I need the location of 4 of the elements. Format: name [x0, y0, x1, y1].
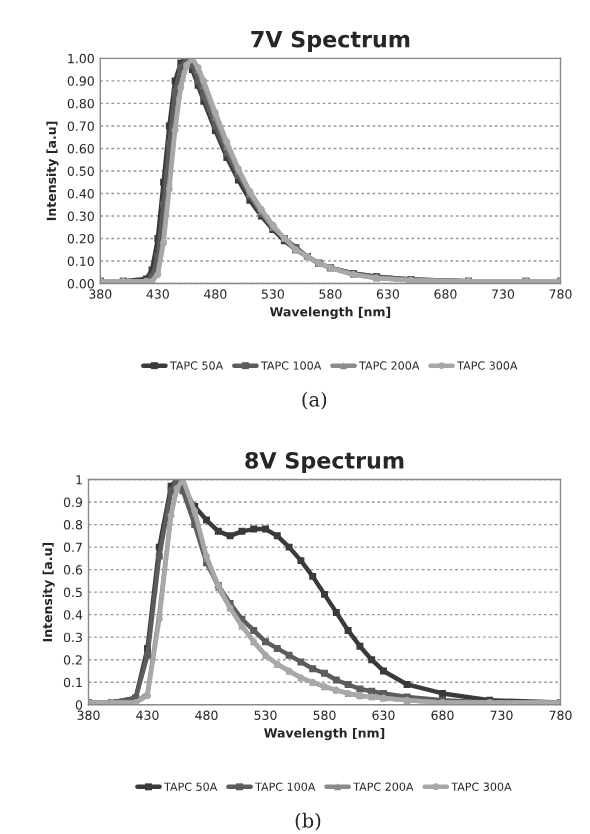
text: (a) [302, 391, 327, 410]
chart-title: 8V Spectrum [245, 451, 404, 474]
chart-title: 7V Spectrum [251, 30, 410, 52]
text: (b) [295, 812, 321, 831]
